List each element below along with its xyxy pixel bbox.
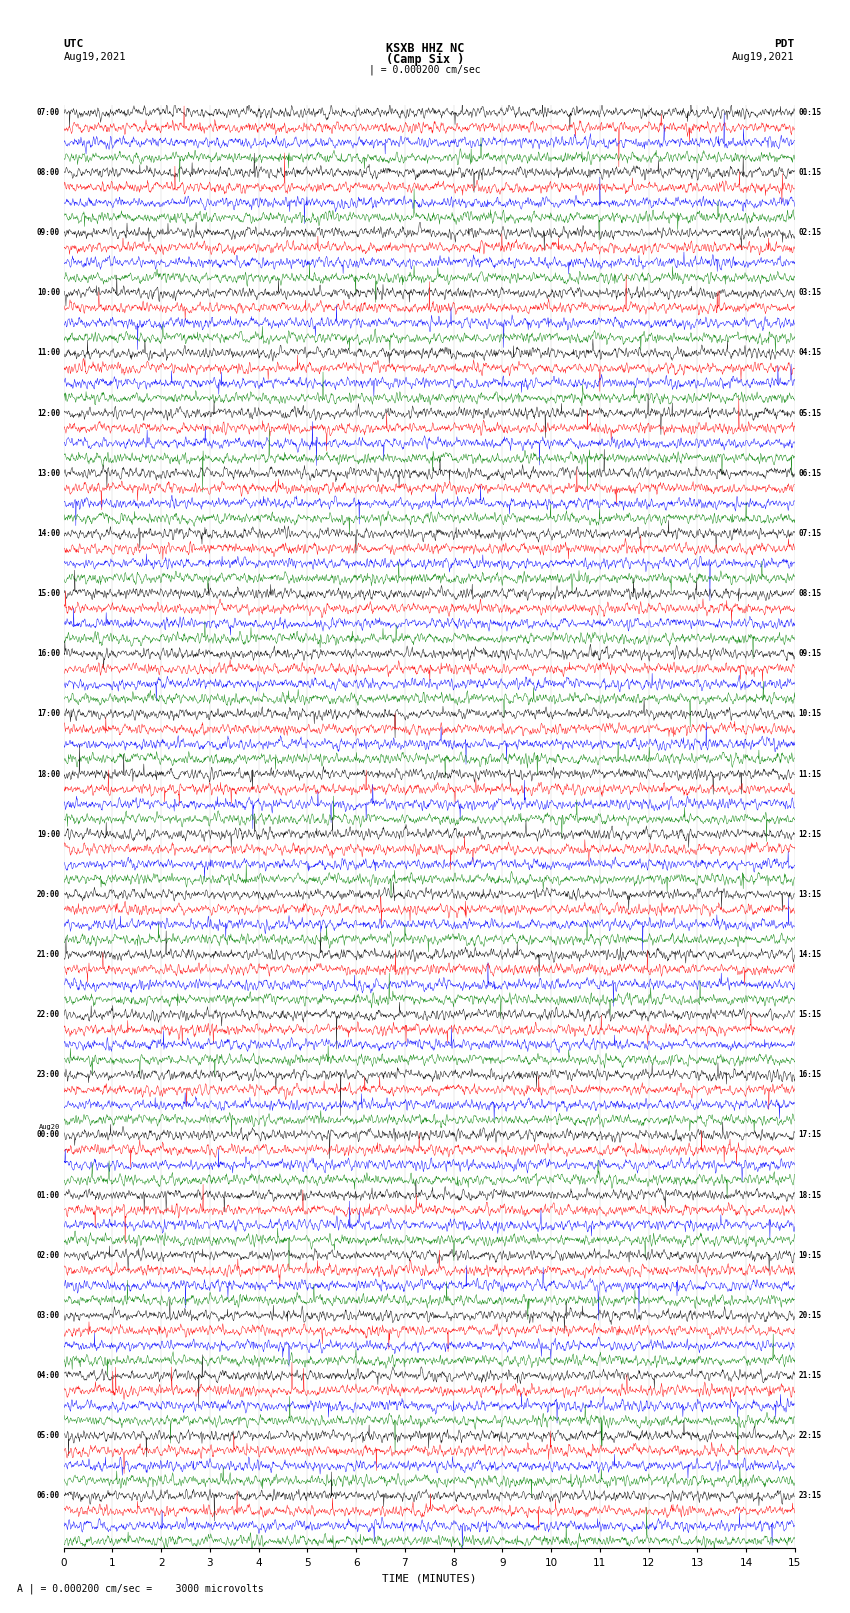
Text: 18:00: 18:00 — [37, 769, 60, 779]
Text: PDT: PDT — [774, 39, 795, 48]
Text: 01:15: 01:15 — [798, 168, 822, 177]
Text: 01:00: 01:00 — [37, 1190, 60, 1200]
Text: 22:00: 22:00 — [37, 1010, 60, 1019]
Text: 19:15: 19:15 — [798, 1250, 822, 1260]
Text: KSXB HHZ NC: KSXB HHZ NC — [386, 42, 464, 55]
Text: 13:00: 13:00 — [37, 469, 60, 477]
Text: 06:15: 06:15 — [798, 469, 822, 477]
Text: 12:00: 12:00 — [37, 408, 60, 418]
Text: 05:00: 05:00 — [37, 1431, 60, 1440]
Text: 21:00: 21:00 — [37, 950, 60, 960]
Text: 18:15: 18:15 — [798, 1190, 822, 1200]
Text: 03:15: 03:15 — [798, 289, 822, 297]
Text: 16:15: 16:15 — [798, 1071, 822, 1079]
Text: 16:00: 16:00 — [37, 648, 60, 658]
Text: 17:00: 17:00 — [37, 710, 60, 718]
Text: 07:15: 07:15 — [798, 529, 822, 537]
Text: 15:15: 15:15 — [798, 1010, 822, 1019]
Text: Aug19,2021: Aug19,2021 — [64, 52, 127, 61]
Text: 06:00: 06:00 — [37, 1492, 60, 1500]
Text: 02:15: 02:15 — [798, 227, 822, 237]
Text: 03:00: 03:00 — [37, 1311, 60, 1319]
Text: 08:15: 08:15 — [798, 589, 822, 598]
X-axis label: TIME (MINUTES): TIME (MINUTES) — [382, 1573, 477, 1582]
Text: 00:00: 00:00 — [37, 1131, 60, 1139]
Text: 14:15: 14:15 — [798, 950, 822, 960]
Text: 12:15: 12:15 — [798, 829, 822, 839]
Text: 20:15: 20:15 — [798, 1311, 822, 1319]
Text: 11:15: 11:15 — [798, 769, 822, 779]
Text: Aug19,2021: Aug19,2021 — [732, 52, 795, 61]
Text: A | = 0.000200 cm/sec =    3000 microvolts: A | = 0.000200 cm/sec = 3000 microvolts — [17, 1582, 264, 1594]
Text: 09:00: 09:00 — [37, 227, 60, 237]
Text: UTC: UTC — [64, 39, 84, 48]
Text: 19:00: 19:00 — [37, 829, 60, 839]
Text: 08:00: 08:00 — [37, 168, 60, 177]
Text: 00:15: 00:15 — [798, 108, 822, 116]
Text: 10:00: 10:00 — [37, 289, 60, 297]
Text: 20:00: 20:00 — [37, 890, 60, 898]
Text: 17:15: 17:15 — [798, 1131, 822, 1139]
Text: 22:15: 22:15 — [798, 1431, 822, 1440]
Text: 09:15: 09:15 — [798, 648, 822, 658]
Text: 23:00: 23:00 — [37, 1071, 60, 1079]
Text: 13:15: 13:15 — [798, 890, 822, 898]
Text: 05:15: 05:15 — [798, 408, 822, 418]
Text: 14:00: 14:00 — [37, 529, 60, 537]
Text: 04:15: 04:15 — [798, 348, 822, 358]
Text: (Camp Six ): (Camp Six ) — [386, 53, 464, 66]
Text: 21:15: 21:15 — [798, 1371, 822, 1381]
Text: 11:00: 11:00 — [37, 348, 60, 358]
Text: 23:15: 23:15 — [798, 1492, 822, 1500]
Text: 04:00: 04:00 — [37, 1371, 60, 1381]
Text: 07:00: 07:00 — [37, 108, 60, 116]
Text: 10:15: 10:15 — [798, 710, 822, 718]
Text: 02:00: 02:00 — [37, 1250, 60, 1260]
Text: 15:00: 15:00 — [37, 589, 60, 598]
Text: Aug20: Aug20 — [39, 1124, 60, 1129]
Text: | = 0.000200 cm/sec: | = 0.000200 cm/sec — [369, 65, 481, 76]
